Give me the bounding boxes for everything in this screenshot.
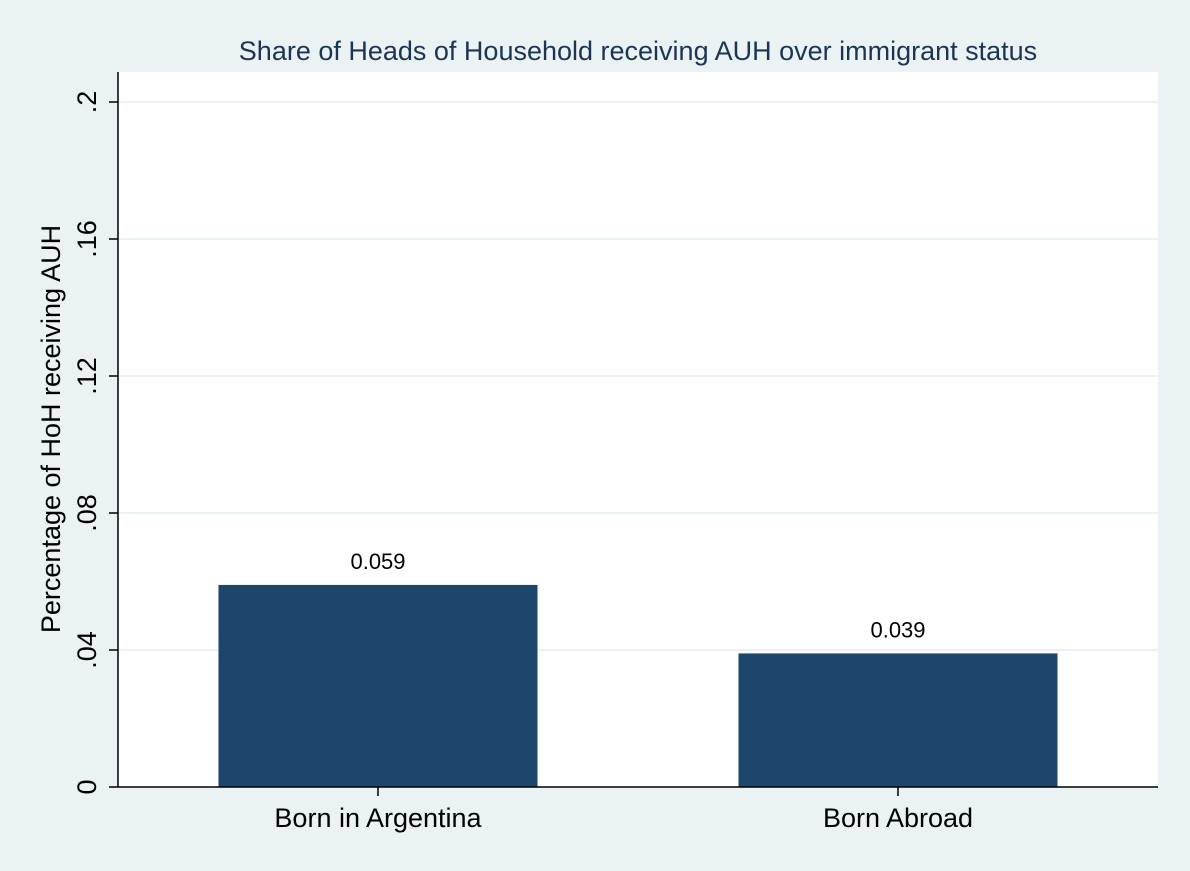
chart-title: Share of Heads of Household receiving AU…: [239, 36, 1037, 66]
bar-value-label: 0.039: [870, 617, 925, 642]
y-tick-label: .16: [72, 220, 102, 258]
y-axis-label: Percentage of HoH receiving AUH: [36, 225, 66, 633]
y-tick-label: .2: [72, 91, 102, 114]
bars: [218, 584, 1058, 787]
bar-value-label: 0.059: [350, 549, 405, 574]
bar: [738, 653, 1058, 787]
y-tick-label: .12: [72, 357, 102, 395]
bar-value-labels: 0.059 0.039: [350, 549, 925, 643]
x-tick-label: Born Abroad: [823, 803, 973, 833]
x-tick-label: Born in Argentina: [274, 803, 482, 833]
y-tick-label: 0: [72, 779, 102, 794]
y-tick-label: .08: [72, 494, 102, 532]
bar: [218, 584, 538, 787]
axes: 0 .04 .08 .12 .16 .2 Born in Argentina Born Abr…: [72, 72, 1158, 833]
y-tick-label: .04: [72, 631, 102, 669]
